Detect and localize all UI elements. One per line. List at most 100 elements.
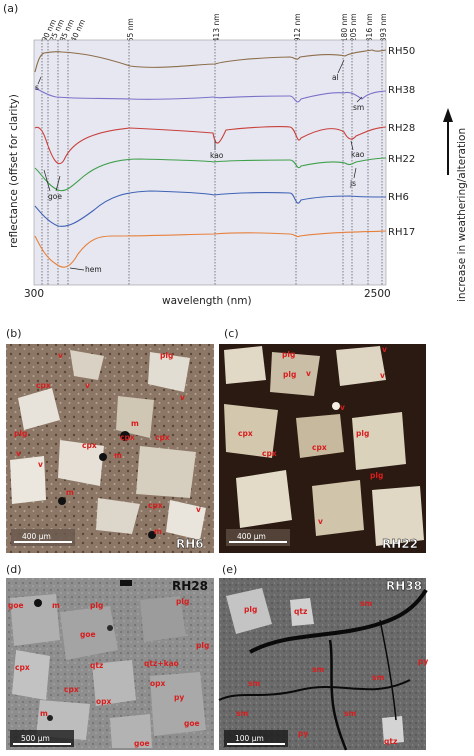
spectra-sample-labels: RH50 RH38 RH28 RH22 RH6 RH17 xyxy=(388,46,415,238)
mineral-sm: sm xyxy=(372,673,384,682)
annot-kao-2205: kao xyxy=(351,150,365,159)
x-axis-min: 300 xyxy=(24,288,44,300)
mineral-sm: sm xyxy=(344,709,356,718)
mineral-sm: sm xyxy=(248,679,260,688)
mineral-v: v xyxy=(38,460,43,469)
mineral-cpx: cpx xyxy=(155,433,170,442)
minerals-rh28: goe m plg plg goe cpx qtz qtz+kao plg cp… xyxy=(8,597,209,748)
annot-s: s xyxy=(35,83,39,92)
spectrum-rh22 xyxy=(34,157,387,192)
annot-kao-1413: kao xyxy=(210,151,224,160)
scalebar-box-rh28 xyxy=(10,730,74,747)
weathering-arrow xyxy=(443,108,453,175)
micrograph-rh22 xyxy=(219,344,426,553)
wl-2205: 2205 nm xyxy=(349,13,358,47)
mineral-plg: plg xyxy=(356,429,369,438)
mineral-v: v xyxy=(196,505,201,514)
mineral-m: m xyxy=(40,709,48,718)
wl-2393: 2393 nm xyxy=(379,13,388,47)
mineral-plg: plg xyxy=(14,429,27,438)
mineral-m: m xyxy=(131,419,139,428)
mineral-py: py xyxy=(418,657,428,666)
wl-2316: 2316 nm xyxy=(365,13,374,47)
sem-image-rh28 xyxy=(6,578,214,750)
mineral-opx: opx xyxy=(96,697,112,706)
scalebar-label-rh22: 400 µm xyxy=(237,532,266,541)
spectrum-rh38 xyxy=(34,87,387,103)
mineral-qtz: qtz xyxy=(90,661,103,670)
label-rh28: RH28 xyxy=(388,123,415,134)
scalebar-label-rh38: 100 µm xyxy=(235,734,264,743)
sample-name-rh6: RH6 xyxy=(176,537,204,551)
wl-2180: 2180 nm xyxy=(340,13,349,47)
mineral-goe: goe xyxy=(8,601,24,610)
spectra-annotations: s al sm goe kao kao js hem xyxy=(35,59,365,274)
minerals-rh6: v plg cpx v v cpx m plg v m cpx cpx v m … xyxy=(14,351,201,536)
annot-sm: sm xyxy=(353,103,364,112)
scalebar-label-rh6: 400 µm xyxy=(22,532,51,541)
spectra-curves xyxy=(34,49,387,268)
mineral-qtz: qtz xyxy=(384,737,397,746)
mineral-v: v xyxy=(380,371,385,380)
mineral-cpx: cpx xyxy=(312,443,327,452)
label-rh38: RH38 xyxy=(388,85,415,96)
mineral-cpx: cpx xyxy=(15,663,30,672)
sample-name-rh28: RH28 xyxy=(172,579,208,593)
spectrum-rh28 xyxy=(34,126,387,165)
mineral-goe: goe xyxy=(134,739,150,748)
mineral-plg: plg xyxy=(196,641,209,650)
mineral-cpx: cpx xyxy=(36,381,51,390)
mineral-goe: goe xyxy=(80,630,96,639)
mineral-plg: plg xyxy=(283,370,296,379)
mineral-m: m xyxy=(154,527,162,536)
mineral-plg: plg xyxy=(90,601,103,610)
spectrum-rh50 xyxy=(34,49,387,73)
label-rh17: RH17 xyxy=(388,227,415,238)
mineral-cpx: cpx xyxy=(238,429,253,438)
x-axis-label: wavelength (nm) xyxy=(162,295,252,307)
minerals-rh38: plg qtz sm sm py sm sm sm sm py qtz xyxy=(236,599,428,746)
panel-e-label: (e) xyxy=(222,563,237,576)
mineral-sm: sm xyxy=(360,599,372,608)
spectrum-rh6 xyxy=(34,190,387,227)
mineral-m: m xyxy=(66,488,74,497)
y-axis-label: reflectance (offset for clarity) xyxy=(8,94,20,248)
mineral-v: v xyxy=(16,449,21,458)
mineral-v: v xyxy=(318,517,323,526)
mineral-plg: plg xyxy=(370,471,383,480)
mineral-cpx: cpx xyxy=(82,441,97,450)
panel-d-label: (d) xyxy=(6,563,22,576)
mineral-goe: goe xyxy=(184,719,200,728)
panel-a-label: (a) xyxy=(3,2,18,15)
mineral-py: py xyxy=(298,729,308,738)
mineral-v: v xyxy=(85,381,90,390)
mineral-sm: sm xyxy=(312,665,324,674)
spectrum-rh17 xyxy=(34,230,387,268)
wl-965: 965 nm xyxy=(126,18,135,47)
wavelength-guide-lines xyxy=(41,40,383,285)
mineral-plg: plg xyxy=(282,350,295,359)
scalebar-label-rh28: 500 µm xyxy=(21,734,50,743)
mineral-plg: plg xyxy=(244,605,257,614)
wl-1413: 1413 nm xyxy=(212,13,221,47)
mineral-cpx: cpx xyxy=(64,685,79,694)
mineral-plg: plg xyxy=(176,597,189,606)
mineral-py: py xyxy=(174,693,184,702)
label-rh50: RH50 xyxy=(388,46,415,57)
mineral-qtz-kao: qtz+kao xyxy=(144,659,179,668)
mineral-v: v xyxy=(58,351,63,360)
weathering-arrow-label: increase in weathering/alteration xyxy=(456,128,468,302)
annot-al: al xyxy=(332,73,339,82)
mineral-qtz: qtz xyxy=(294,607,307,616)
wl-1912: 1912 nm xyxy=(293,13,302,47)
mineral-v: v xyxy=(180,393,185,402)
sample-name-rh22: RH22 xyxy=(382,537,418,551)
annot-goe: goe xyxy=(48,192,62,201)
mineral-plg: plg xyxy=(160,351,173,360)
mineral-cpx: cpx xyxy=(148,501,163,510)
x-axis-max: 2500 xyxy=(364,288,391,300)
sem-image-rh38 xyxy=(218,578,428,751)
micrograph-rh6 xyxy=(6,344,214,553)
mineral-v: v xyxy=(306,369,311,378)
label-rh22: RH22 xyxy=(388,154,415,165)
